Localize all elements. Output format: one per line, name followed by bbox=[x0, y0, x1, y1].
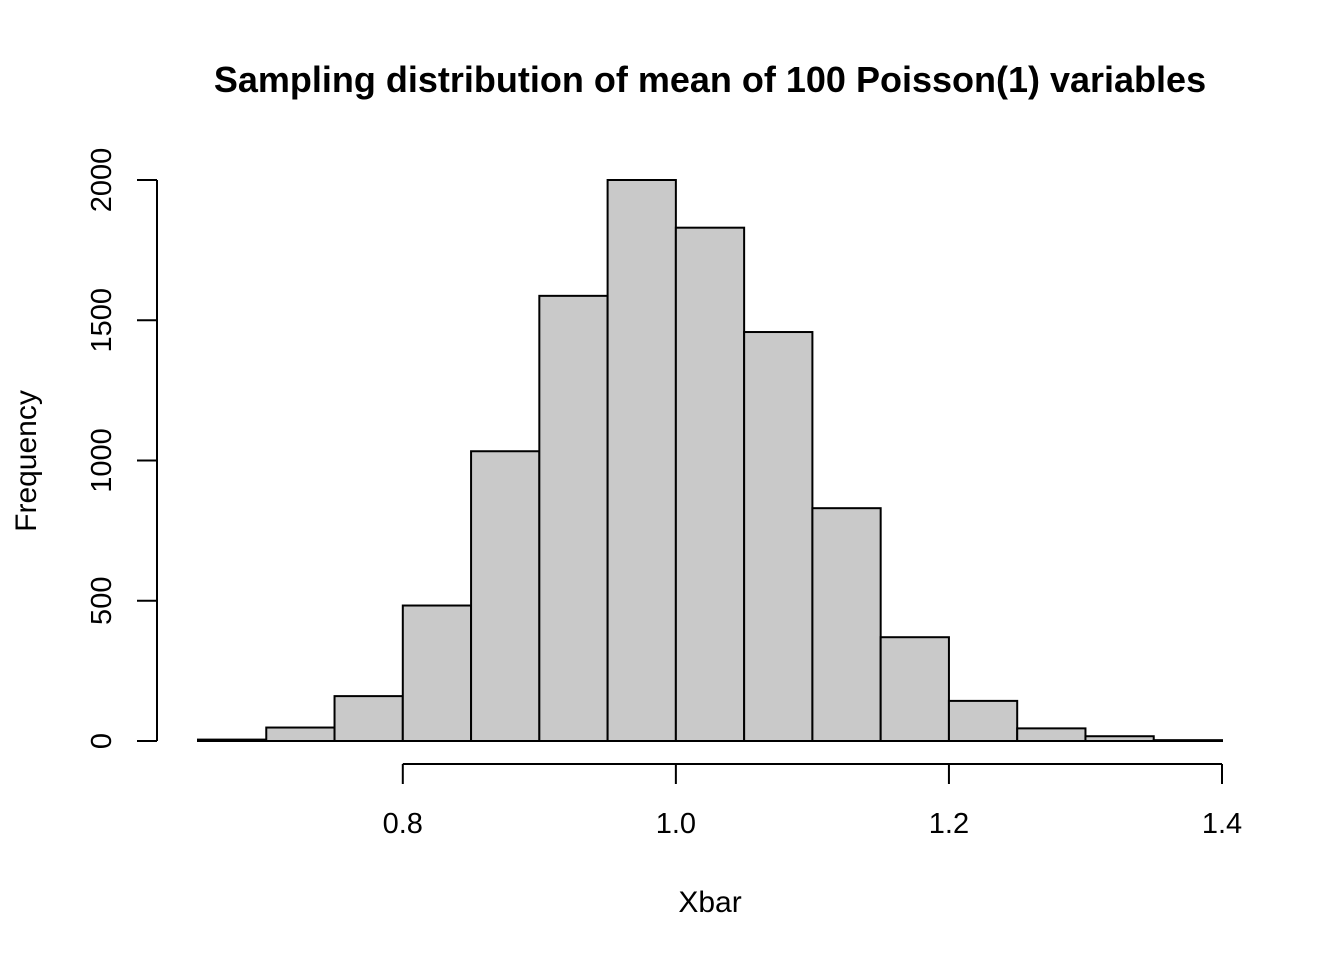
x-axis: 0.8 1.0 1.2 1.4 bbox=[383, 763, 1242, 840]
histogram-bar-1 bbox=[265, 726, 336, 743]
x-tick-label-0: 0.8 bbox=[383, 808, 423, 840]
histogram-bar-11 bbox=[947, 699, 1019, 742]
histogram-bar-4 bbox=[470, 450, 541, 742]
histogram-bar-2 bbox=[333, 695, 404, 742]
histogram-bar-8 bbox=[743, 331, 814, 742]
histogram-bar-3 bbox=[401, 604, 473, 742]
histogram-bar-14 bbox=[1152, 739, 1223, 743]
x-tick-label-3: 1.4 bbox=[1202, 808, 1242, 840]
histogram-bar-6 bbox=[606, 179, 677, 742]
y-tick-label-0: 0 bbox=[86, 733, 118, 749]
y-axis-label: Frequency bbox=[10, 390, 43, 532]
y-tick-label-3: 1500 bbox=[86, 288, 118, 353]
histogram-bar-12 bbox=[1016, 727, 1087, 743]
histogram-bar-9 bbox=[811, 507, 882, 742]
y-tick-label-1: 500 bbox=[86, 577, 118, 625]
y-tick-label-2: 1000 bbox=[86, 428, 118, 493]
chart-title: Sampling distribution of mean of 100 Poi… bbox=[214, 59, 1206, 100]
histogram-bar-10 bbox=[879, 636, 950, 743]
y-axis: 0 500 1000 1500 2000 bbox=[86, 148, 158, 749]
x-tick-label-1: 1.0 bbox=[656, 808, 696, 840]
x-tick-label-2: 1.2 bbox=[929, 808, 969, 840]
x-axis-label: Xbar bbox=[678, 886, 741, 919]
histogram-bar-5 bbox=[538, 294, 609, 742]
y-tick-label-4: 2000 bbox=[86, 148, 118, 213]
histogram-bar-7 bbox=[674, 226, 746, 742]
histogram-bar-13 bbox=[1084, 735, 1155, 743]
histogram-bar-0 bbox=[197, 738, 268, 742]
bars-group bbox=[197, 179, 1223, 743]
